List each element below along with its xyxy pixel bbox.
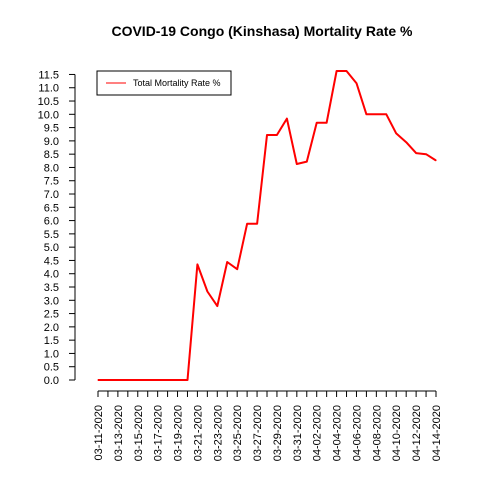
data-point [375,113,377,115]
data-point [256,223,258,225]
data-point [355,82,358,84]
data-point [296,163,298,165]
data-point [395,132,397,135]
y-tick-label: 6.0 [44,216,59,228]
data-point [107,379,109,381]
data-point [157,379,159,381]
data-point [147,379,149,381]
y-tick-label: 1.5 [44,335,59,347]
x-tick-label: 04-04-2020 [332,405,344,461]
data-point [97,379,99,381]
x-tick-label: 03-17-2020 [153,405,165,461]
data-point [117,379,119,381]
y-tick-label: 2.5 [44,309,59,321]
y-tick-label: 7.5 [44,176,59,188]
y-tick-label: 2.0 [44,322,59,334]
y-tick-label: 10.5 [38,96,59,108]
x-axis: 03-11-2020 03-13-2020 03-15-2020 03-17-2020… [93,390,443,461]
y-tick-label: 9.5 [44,123,59,135]
data-point [226,261,228,263]
data-point [137,379,139,381]
y-tick-label: 3.0 [44,295,59,307]
chart-title: COVID-19 Congo (Kinshasa) Mortality Rate… [111,23,413,39]
data-point [425,153,427,155]
data-point [276,134,278,136]
x-tick-label: 03-23-2020 [212,405,224,461]
data-point [385,113,387,115]
data-point [176,379,179,381]
x-tick-label: 03-27-2020 [252,405,264,461]
x-tick-label: 03-19-2020 [173,405,185,461]
y-tick-label: 8.5 [44,149,59,161]
x-tick-label: 04-06-2020 [351,405,363,461]
x-tick-label: 04-08-2020 [371,405,383,461]
x-tick-label: 03-13-2020 [113,405,125,461]
y-tick-label: 9.0 [44,136,59,148]
y-tick-label: 4.0 [44,269,59,281]
data-point [326,122,328,124]
data-point [127,379,129,381]
data-point [286,117,288,120]
x-tick-label: 03-15-2020 [133,405,145,461]
y-tick-label: 10.0 [38,109,59,121]
y-tick-label: 8.0 [44,162,59,174]
x-tick-label: 04-02-2020 [312,405,324,461]
x-tick-label: 03-25-2020 [232,405,244,461]
data-point [306,161,308,163]
y-tick-label: 0.0 [44,375,59,387]
x-tick-label: 03-21-2020 [192,405,204,461]
series-line-mortality-rate [98,70,437,381]
data-point [435,159,437,162]
y-tick-label: 11.0 [38,83,59,95]
data-point [166,379,169,381]
y-axis: 0.00.5 1.01.52.02.5 3.03.54.0 4.55.05.56.0 6… [38,69,76,387]
x-tick-label: 04-10-2020 [391,405,403,461]
y-tick-label: 5.5 [44,229,59,241]
legend: Total Mortality Rate % [96,70,232,96]
y-tick-label: 0.5 [44,362,59,374]
data-point [316,122,318,124]
x-tick-label: 03-31-2020 [292,405,304,461]
data-point [236,268,238,270]
x-tick-label: 03-29-2020 [272,405,284,461]
x-tick-label: 04-14-2020 [431,405,443,461]
data-point [405,141,407,143]
series-layer [97,70,437,381]
data-point [246,223,248,225]
data-point [206,290,208,293]
y-tick-label: 4.5 [44,255,59,267]
data-point [415,152,417,154]
legend-label: Total Mortality Rate % [133,78,221,88]
data-point [186,379,189,381]
y-tick-label: 11.5 [38,69,59,81]
data-point [216,305,218,307]
y-tick-label: 6.5 [44,202,59,214]
data-point [365,113,368,115]
data-point [335,70,338,72]
data-point [196,263,199,266]
x-tick-label: 03-11-2020 [93,405,105,460]
data-point [345,70,348,72]
y-tick-label: 5.0 [44,242,59,254]
x-tick-label: 04-12-2020 [411,405,423,461]
data-point [266,134,268,136]
y-tick-label: 1.0 [44,348,59,360]
y-tick-label: 3.5 [44,282,59,294]
y-tick-label: 7.0 [44,189,59,201]
